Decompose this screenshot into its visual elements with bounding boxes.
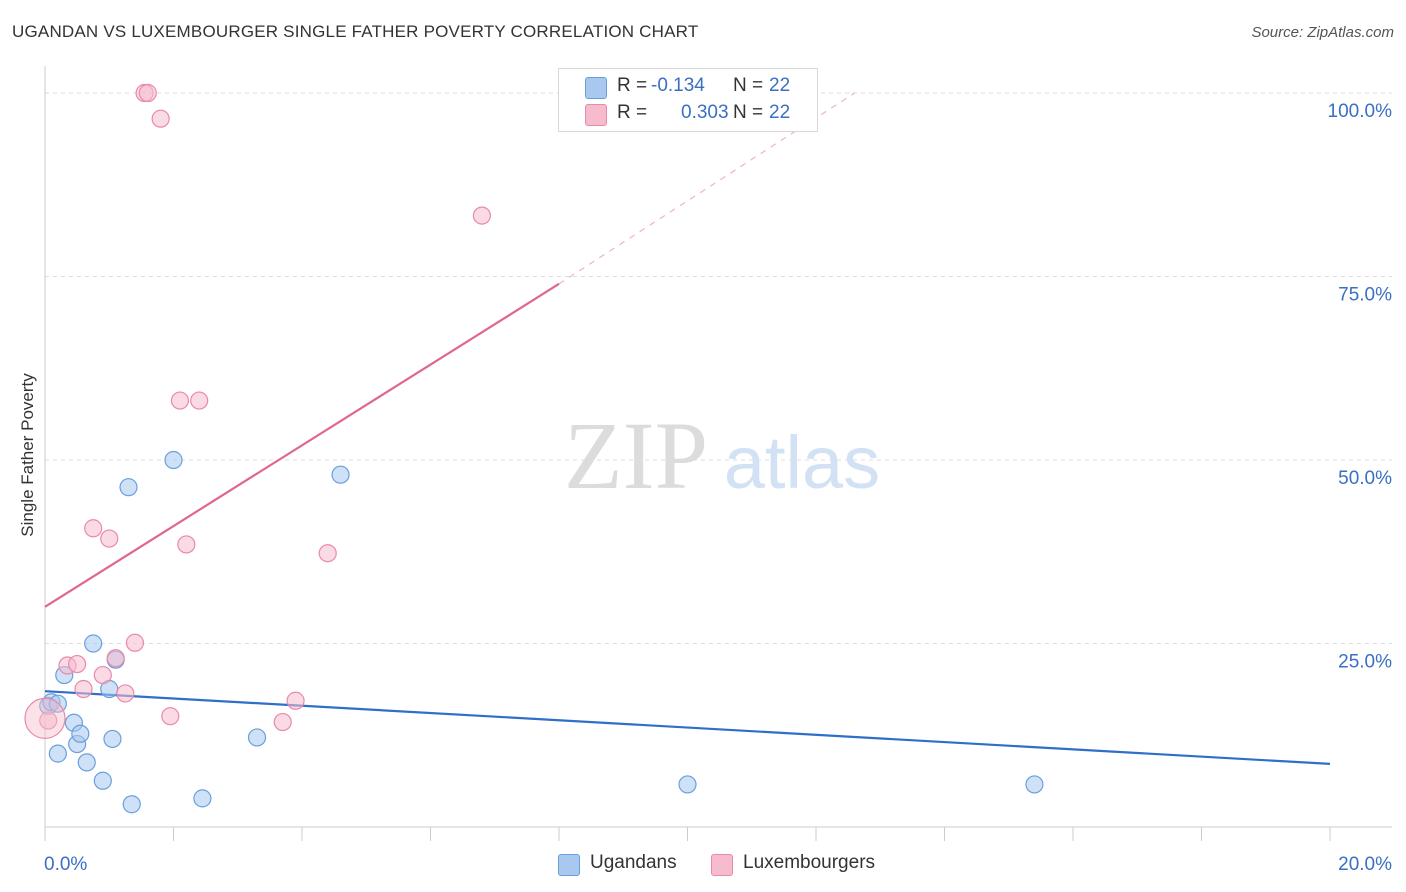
legend-swatch-ugandans	[585, 77, 607, 99]
point-ugandans	[247, 728, 267, 747]
point-luxembourgers	[273, 712, 292, 732]
x-tick-label: 20.0%	[1338, 854, 1392, 875]
point-luxembourgers	[177, 535, 196, 554]
tick-labels: 25.0% 50.0% 75.0% 100.0% 0.0% 20.0%	[44, 101, 1392, 875]
legend-swatch-luxembourgers	[585, 104, 607, 126]
point-luxembourgers	[93, 665, 112, 685]
y-axis-label: Single Father Poverty	[18, 373, 37, 537]
point-ugandans	[71, 724, 90, 743]
point-ugandans	[678, 775, 697, 794]
point-luxembourgers	[472, 206, 491, 225]
trend-line-luxembourgers	[44, 282, 560, 608]
point-luxembourgers	[39, 711, 58, 730]
y-tick-label: 50.0%	[1338, 468, 1392, 489]
correlation-legend: R = -0.134 N = 22 R = 0.303 N = 22	[558, 68, 818, 132]
point-ugandans	[1025, 775, 1044, 794]
point-luxembourgers	[125, 633, 145, 652]
point-ugandans	[119, 478, 138, 497]
point-luxembourgers	[106, 649, 125, 668]
legend-r-label: R =	[617, 102, 648, 123]
point-luxembourgers	[68, 654, 87, 674]
legend-r-label: R =	[617, 75, 648, 96]
point-ugandans	[93, 771, 112, 790]
legend-swatch-ugandans	[558, 854, 580, 876]
x-tick-label: 0.0%	[44, 854, 87, 875]
y-tick-label: 100.0%	[1328, 101, 1393, 122]
point-ugandans	[48, 744, 67, 763]
watermark: ZIP atlas	[564, 402, 880, 509]
trend-line-ugandans	[44, 690, 1331, 765]
point-luxembourgers	[318, 544, 337, 563]
point-luxembourgers	[84, 519, 103, 538]
point-luxembourgers	[100, 529, 119, 548]
point-ugandans	[77, 753, 96, 772]
watermark-zip: ZIP	[564, 402, 708, 509]
point-luxembourgers	[286, 691, 305, 710]
legend-n-label: N =	[733, 75, 764, 96]
point-luxembourgers	[138, 83, 157, 103]
point-ugandans	[122, 795, 141, 814]
point-luxembourgers	[116, 684, 135, 703]
legend-n-label: N =	[733, 102, 764, 123]
point-luxembourgers	[151, 109, 170, 128]
point-ugandans	[84, 634, 103, 653]
point-luxembourgers	[190, 391, 209, 410]
chart-title: UGANDAN VS LUXEMBOURGER SINGLE FATHER PO…	[12, 22, 699, 41]
point-ugandans	[103, 729, 122, 749]
grid	[45, 92, 1392, 645]
point-ugandans	[193, 789, 212, 808]
legend-swatch-luxembourgers	[711, 854, 733, 876]
axes	[44, 66, 1392, 841]
series-name-luxembourgers: Luxembourgers	[743, 852, 876, 873]
watermark-atlas: atlas	[724, 421, 880, 504]
y-tick-label: 75.0%	[1338, 285, 1392, 306]
point-ugandans	[164, 450, 183, 470]
data-points	[24, 83, 1044, 814]
legend-r-value: 0.303	[681, 102, 729, 123]
point-luxembourgers	[161, 707, 180, 726]
point-luxembourgers	[24, 697, 66, 739]
legend-n-value: 22	[769, 102, 791, 123]
point-luxembourgers	[170, 391, 190, 410]
point-ugandans	[331, 465, 350, 484]
series-name-ugandans: Ugandans	[590, 852, 677, 873]
y-tick-label: 25.0%	[1338, 652, 1392, 673]
legend-r-value: -0.134	[651, 75, 705, 96]
source-label: Source: ZipAtlas.com	[1251, 24, 1394, 41]
point-luxembourgers	[74, 679, 93, 699]
legend-n-value: 22	[769, 75, 791, 96]
